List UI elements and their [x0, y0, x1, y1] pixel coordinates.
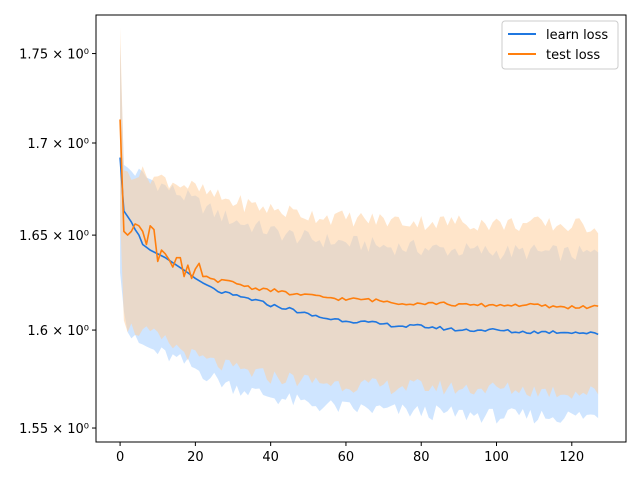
axes-frame: [95, 14, 627, 443]
x-tick-label: 120: [559, 450, 584, 465]
legend-label-test-loss: test loss: [546, 48, 600, 63]
x-tick-label: 20: [187, 450, 204, 465]
x-tick-label: 80: [413, 450, 430, 465]
y-axis: 1.55 × 10⁰ 1.6 × 10⁰ 1.65 × 10⁰ 1.7 × 10⁰ 1.…: [19, 48, 96, 437]
y-tick-label: 1.7 × 10⁰: [27, 137, 89, 152]
x-tick-label: 0: [116, 450, 124, 465]
y-tick-label: 1.65 × 10⁰: [19, 229, 89, 244]
series-line-learn-loss: [119, 157, 599, 336]
legend-label-learn-loss: learn loss: [546, 28, 608, 43]
band-test-loss: [120, 27, 599, 399]
x-tick-label: 40: [262, 450, 279, 465]
legend: learn loss test loss: [501, 20, 619, 70]
x-axis: 0 20 40 60 80 100 120: [116, 442, 584, 465]
y-tick-label: 1.6 × 10⁰: [27, 324, 89, 339]
y-tick-label: 1.55 × 10⁰: [19, 422, 89, 437]
x-tick-label: 100: [484, 450, 509, 465]
series-line-test-loss: [119, 119, 599, 310]
confidence-bands: [120, 27, 599, 424]
series-lines: [119, 119, 599, 336]
y-tick-label: 1.75 × 10⁰: [19, 48, 89, 63]
plot-area: [119, 27, 599, 424]
x-tick-label: 60: [338, 450, 355, 465]
